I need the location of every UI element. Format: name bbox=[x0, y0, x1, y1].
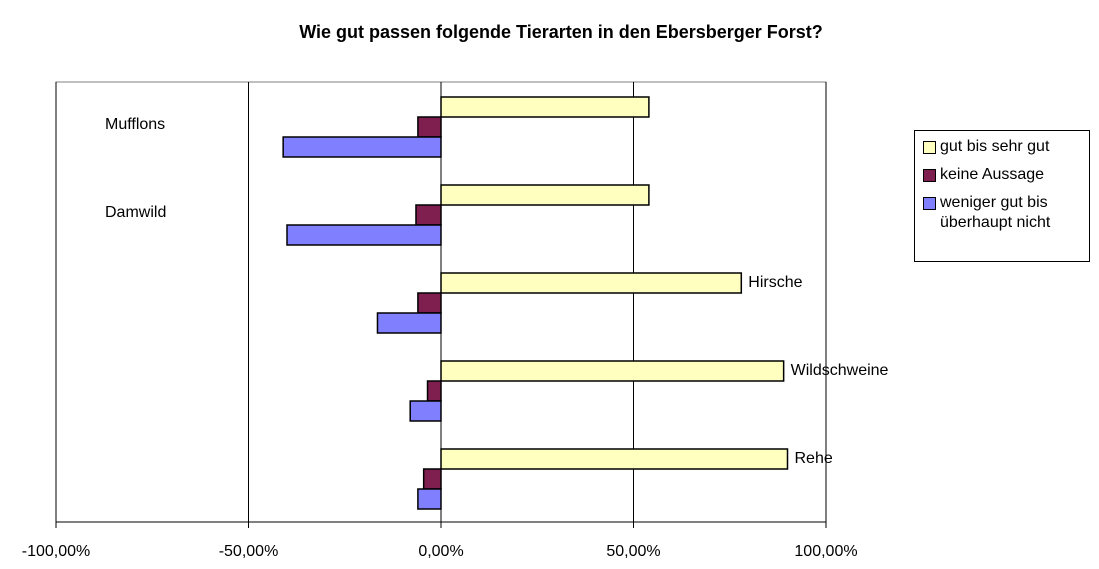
legend-swatch bbox=[923, 169, 936, 182]
legend-item: keine Aussage bbox=[923, 165, 1081, 185]
legend-swatch bbox=[923, 141, 936, 154]
bar bbox=[286, 224, 442, 246]
legend-label: gut bis sehr gut bbox=[940, 138, 1050, 155]
category-label: Damwild bbox=[105, 204, 166, 221]
legend-swatch bbox=[923, 197, 936, 210]
bar bbox=[417, 488, 442, 510]
category-label: Rehe bbox=[795, 450, 833, 467]
bar bbox=[440, 272, 743, 294]
bar bbox=[426, 380, 442, 402]
x-tick-label: 50,00% bbox=[606, 543, 660, 560]
x-tick-label: 100,00% bbox=[794, 543, 857, 560]
bar bbox=[409, 400, 442, 422]
bar bbox=[440, 448, 789, 470]
legend-item: gut bis sehr gut bbox=[923, 137, 1081, 157]
bar bbox=[376, 312, 442, 334]
chart-title: Wie gut passen folgende Tierarten in den… bbox=[299, 22, 823, 42]
bar bbox=[417, 292, 442, 314]
bar bbox=[422, 468, 442, 490]
category-label: Wildschweine bbox=[791, 362, 889, 379]
bar bbox=[417, 116, 442, 138]
legend-label: keine Aussage bbox=[940, 166, 1045, 183]
bar bbox=[440, 184, 650, 206]
bar bbox=[440, 360, 785, 382]
x-tick-label: -100,00% bbox=[22, 543, 91, 560]
category-label: Hirsche bbox=[748, 274, 802, 291]
bar bbox=[282, 136, 442, 158]
legend-label: weniger gut bis überhaupt nicht bbox=[940, 194, 1051, 231]
legend: gut bis sehr gut keine Aussage weniger gut… bbox=[914, 130, 1090, 262]
x-tick-label: 0,00% bbox=[418, 543, 463, 560]
x-tick-label: -50,00% bbox=[219, 543, 279, 560]
legend-item: weniger gut bis überhaupt nicht bbox=[923, 193, 1081, 233]
category-label: Mufflons bbox=[105, 116, 165, 133]
bar bbox=[440, 96, 650, 118]
bar bbox=[415, 204, 442, 226]
